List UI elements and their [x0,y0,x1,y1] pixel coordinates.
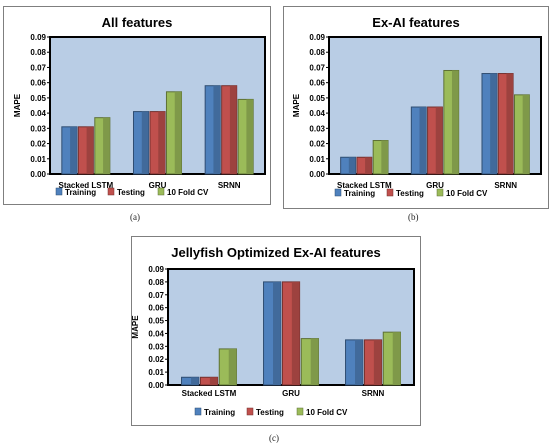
legend-label: Training [204,408,235,417]
legend-swatch [386,188,394,197]
y-tick-label: 0.07 [148,291,164,300]
chart-b-svg: Ex-AI features 0.00 0.01 0.02 0.03 0.04 0.05 0.… [292,15,542,198]
bar-shade [522,94,530,174]
category-label: SRNN [362,389,385,398]
chart-title: All features [102,15,173,30]
y-tick-label: 0.03 [148,342,164,351]
y-tick-label: 0.01 [30,155,46,164]
legend-label: 10 Fold CV [167,188,209,197]
bar-shade [310,338,319,385]
bar-shade [228,348,237,385]
legend-swatch [296,407,304,416]
chart-title: Ex-AI features [372,15,459,30]
category-label: Stacked LSTM [337,181,392,190]
bar-shade [103,117,110,174]
y-tick-label: 0.01 [148,368,164,377]
y-tick-label: 0.04 [309,109,325,118]
bar-shade [355,339,363,385]
bar-shade [86,126,94,174]
bar-shade [365,157,372,174]
category-label: Stacked LSTM [182,389,237,398]
category-label: Stacked LSTM [58,181,113,190]
y-tick-label: 0.05 [309,94,325,103]
y-axis-label: MAPE [13,93,22,117]
legend-swatch [194,407,202,416]
bar-shade [381,140,389,174]
caption-a: (a) [130,212,140,222]
y-axis-label: MAPE [132,315,140,339]
chart-c: Jellyfish Optimized Ex-AI features 0.00 0.… [131,236,421,426]
y-tick-label: 0.08 [30,48,46,57]
bar-shade [158,111,166,174]
caption-b: (b) [408,212,419,222]
bar-shade [419,107,427,174]
y-tick-label: 0.05 [30,94,46,103]
legend-swatch [436,188,444,197]
bar-shade [229,85,237,174]
legend-swatch [334,188,342,197]
bar-shade [213,85,221,174]
bar-shade [373,339,382,385]
category-label: GRU [426,181,444,190]
caption-c: (c) [269,433,279,443]
y-tick-label: 0.00 [30,170,46,179]
bar-shade [435,107,443,174]
y-tick-label: 0.07 [30,63,46,72]
chart-a: All features 0.00 0.01 0.02 0.03 0.04 0.05 0.06… [3,6,271,205]
bar-shade [451,70,459,174]
bar-shade [191,377,199,385]
category-label: SRNN [494,181,517,190]
y-tick-label: 0.07 [309,63,325,72]
bar-shade [506,73,514,174]
chart-b: Ex-AI features 0.00 0.01 0.02 0.03 0.04 0.05 0.… [283,6,549,209]
y-tick-label: 0.09 [30,33,46,42]
chart-c-svg: Jellyfish Optimized Ex-AI features 0.00 0.… [132,245,415,417]
y-tick-label: 0.06 [148,304,164,313]
y-tick-label: 0.08 [309,48,325,57]
y-tick-label: 0.05 [148,317,164,326]
legend-swatch [157,187,165,196]
y-tick-label: 0.06 [30,79,46,88]
y-tick-label: 0.06 [309,79,325,88]
y-tick-label: 0.02 [309,140,325,149]
legend-label: 10 Fold CV [446,189,488,198]
y-tick-label: 0.04 [30,109,46,118]
legend-swatch [55,187,63,196]
bar-shade [273,281,281,385]
category-label: GRU [149,181,167,190]
legend-label: Testing [117,188,145,197]
category-label: GRU [282,389,300,398]
y-tick-label: 0.03 [309,124,325,133]
bar-shade [291,281,300,385]
y-tick-label: 0.08 [148,278,164,287]
legend-label: 10 Fold CV [306,408,348,417]
bar-shade [392,332,401,385]
legend-label: Testing [396,189,424,198]
bar-shade [348,157,356,174]
chart-title: Jellyfish Optimized Ex-AI features [171,245,381,260]
y-tick-label: 0.03 [30,124,46,133]
legend-label: Training [65,188,96,197]
bar-shade [70,126,77,174]
bar-shade [174,91,182,174]
bar-shade [490,73,497,174]
category-label: SRNN [218,181,241,190]
y-axis-label: MAPE [292,93,301,117]
y-tick-label: 0.09 [148,265,164,274]
y-tick-label: 0.09 [309,33,325,42]
y-tick-label: 0.02 [30,140,46,149]
y-tick-label: 0.04 [148,329,164,338]
y-tick-label: 0.00 [309,170,325,179]
y-tick-label: 0.01 [309,155,325,164]
y-tick-label: 0.02 [148,355,164,364]
bar-shade [141,111,149,174]
legend-label: Training [344,189,375,198]
chart-a-svg: All features 0.00 0.01 0.02 0.03 0.04 0.05 0.06… [13,15,266,197]
legend-swatch [107,187,115,196]
legend-swatch [246,407,254,416]
legend-label: Testing [256,408,284,417]
bar-shade [246,99,254,174]
y-tick-label: 0.00 [148,381,164,390]
bar-shade [209,377,218,385]
